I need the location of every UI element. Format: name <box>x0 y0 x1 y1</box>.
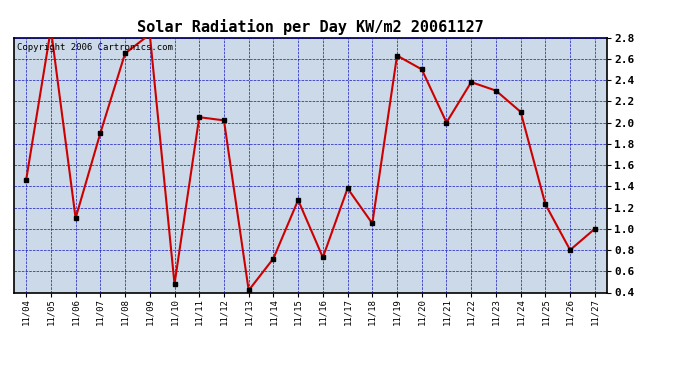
Title: Solar Radiation per Day KW/m2 20061127: Solar Radiation per Day KW/m2 20061127 <box>137 19 484 35</box>
Text: Copyright 2006 Cartronics.com: Copyright 2006 Cartronics.com <box>17 43 172 52</box>
